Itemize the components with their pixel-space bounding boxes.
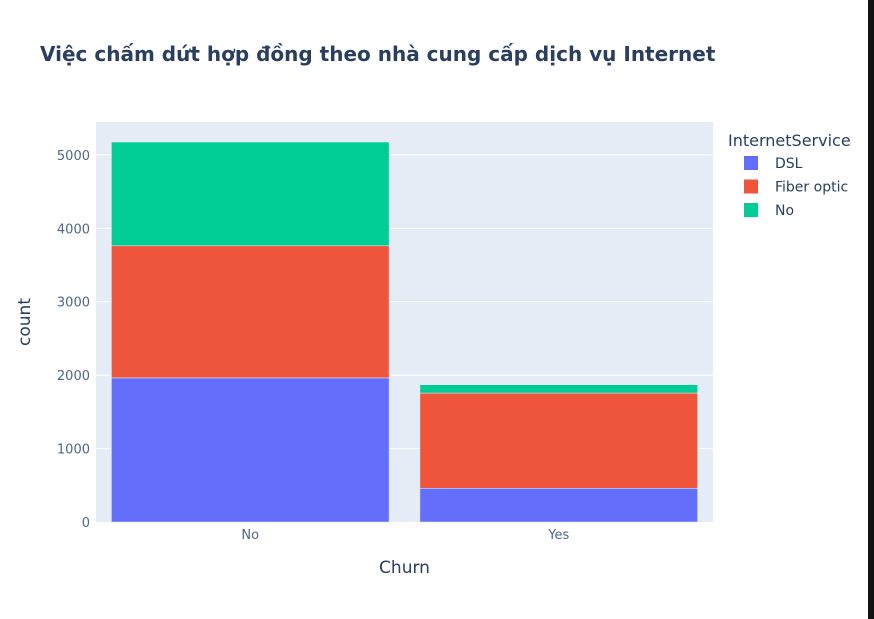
legend-item-label[interactable]: No [775, 203, 794, 219]
legend-swatch[interactable] [744, 156, 758, 170]
x-axis-title: Churn [379, 558, 430, 578]
bar-segment [419, 384, 698, 394]
x-tick-label: No [241, 528, 259, 543]
chart-title: Việc chấm dứt hợp đồng theo nhà cung cấp… [40, 42, 716, 66]
y-ticks: 0 1000 2000 3000 4000 5000 [57, 149, 90, 531]
bar-segment [419, 488, 698, 523]
x-ticks: No Yes [241, 528, 569, 543]
x-tick-label: Yes [547, 528, 569, 543]
bars [111, 141, 698, 523]
y-tick-label: 2000 [57, 369, 90, 384]
legend-item-label[interactable]: Fiber optic [775, 180, 848, 196]
legend-item-label[interactable]: DSL [775, 156, 803, 172]
bar-segment [111, 245, 390, 379]
window-edge [868, 0, 874, 619]
bar-segment [419, 392, 698, 489]
y-tick-label: 0 [82, 516, 90, 531]
legend-swatch[interactable] [744, 179, 758, 194]
legend: InternetService DSL Fiber optic No [728, 131, 851, 219]
y-tick-label: 5000 [57, 149, 90, 164]
legend-title: InternetService [728, 131, 851, 150]
y-tick-label: 3000 [57, 296, 90, 311]
bar-segment [111, 377, 390, 523]
y-axis-title: count [15, 298, 35, 346]
y-tick-label: 4000 [57, 222, 90, 237]
y-tick-label: 1000 [57, 443, 90, 458]
bar-segment [111, 141, 390, 247]
legend-swatch[interactable] [744, 203, 758, 217]
